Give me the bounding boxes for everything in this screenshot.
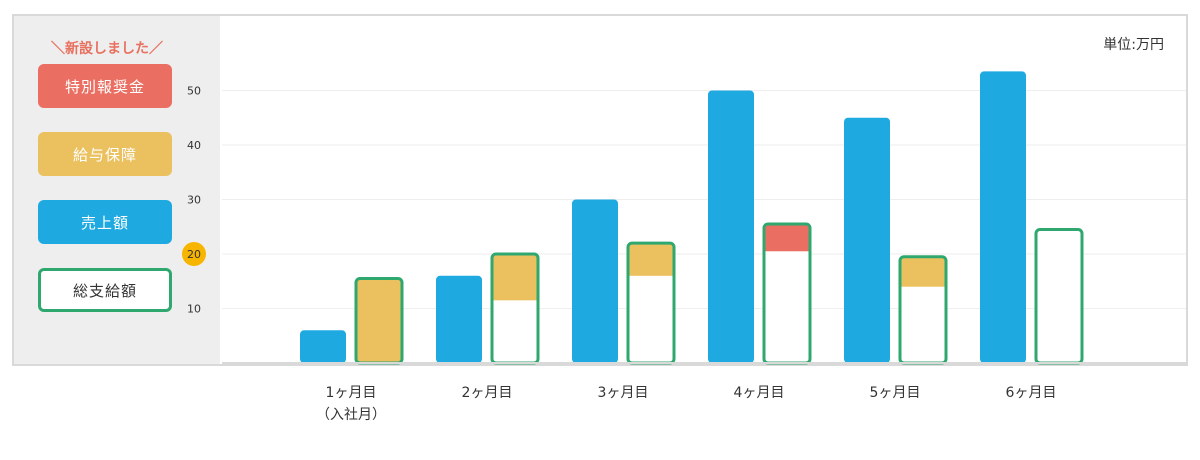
legend-item-total-pay: 総支給額: [38, 268, 172, 312]
bar-sales-2: [436, 275, 482, 363]
x-tick-label-2: 2ヶ月目: [461, 385, 513, 401]
bar-sales-1: [300, 330, 346, 363]
bar-guarantee-5: [900, 256, 946, 287]
y-tick-label-40: 40: [187, 139, 201, 152]
x-tick-label-4: 4ヶ月目: [733, 385, 785, 401]
legend-label-total-pay: 総支給額: [72, 281, 137, 300]
legend-item-salary-guarantee: 給与保障: [38, 132, 172, 176]
y-tick-label-10: 10: [187, 303, 201, 316]
bar-sales-3: [572, 199, 618, 363]
legend-item-special-bonus: 特別報奨金: [38, 64, 172, 108]
y-tick-highlight-20: [182, 242, 206, 266]
y-tick-label-30: 30: [187, 194, 201, 207]
x-tick-sublabel-1: （入社月）: [316, 407, 386, 423]
y-tick-label-50: 50: [187, 85, 201, 98]
bar-sales-5: [844, 117, 890, 363]
legend-note: ＼新設しました／: [51, 41, 163, 57]
bar-sales-6: [980, 71, 1026, 364]
bar-guarantee-3: [628, 243, 674, 276]
bar-bonus-4: [764, 224, 810, 252]
legend-label-sales: 売上額: [80, 213, 129, 232]
x-tick-label-1: 1ヶ月目: [325, 385, 377, 401]
bar-guarantee-2: [492, 254, 538, 301]
bar-total-fill-6: [1036, 229, 1082, 363]
legend-label-special-bonus: 特別報奨金: [64, 77, 145, 96]
bar-sales-4: [708, 90, 754, 363]
y-tick-label-20: 20: [187, 248, 201, 261]
unit-label: 単位:万円: [1103, 37, 1164, 53]
bar-guarantee-1: [356, 278, 402, 363]
x-tick-label-3: 3ヶ月目: [597, 385, 649, 401]
bar-total-fill-4: [764, 224, 810, 363]
legend-label-salary-guarantee: 給与保障: [72, 145, 137, 164]
x-tick-label-5: 5ヶ月目: [869, 385, 921, 401]
legend-item-sales: 売上額: [38, 200, 172, 244]
x-tick-label-6: 6ヶ月目: [1005, 385, 1057, 401]
